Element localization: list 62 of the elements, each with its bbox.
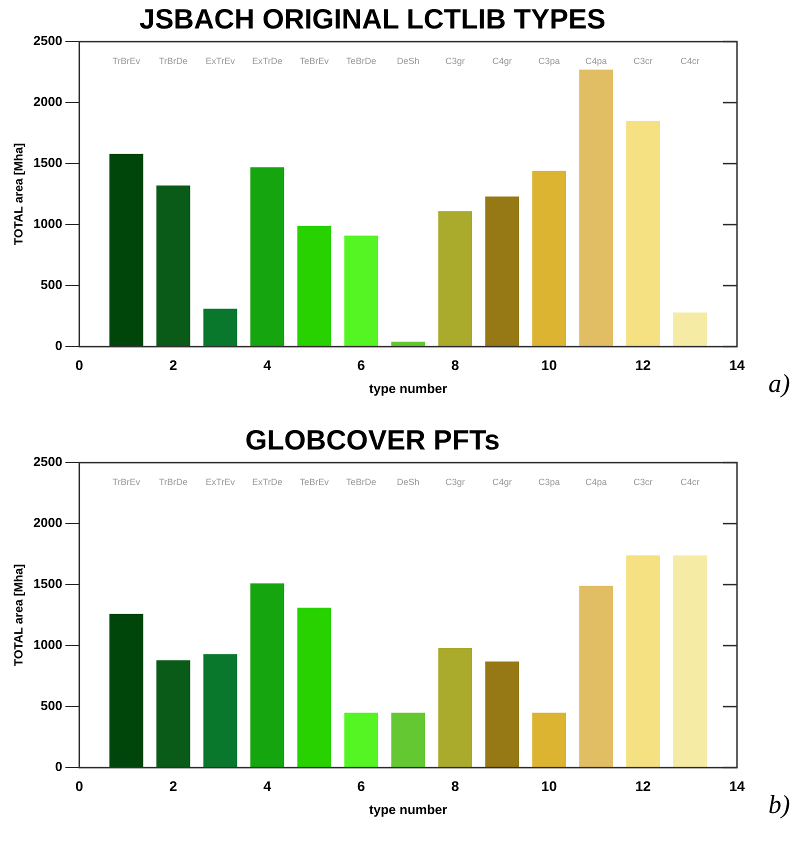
y-tick-label: 0 xyxy=(55,338,62,354)
x-tick-label: 14 xyxy=(729,778,745,794)
annotation: TrBrEv xyxy=(112,477,141,488)
x-tick-label: 12 xyxy=(635,356,652,373)
annotation: ExTrDe xyxy=(252,56,282,66)
y-tick-label: 500 xyxy=(40,277,62,292)
annotation: C3cr xyxy=(634,56,653,66)
x-tick-label: 10 xyxy=(541,778,558,794)
x-tick-label: 2 xyxy=(169,778,178,794)
x-tick-label: 0 xyxy=(75,778,84,794)
annotation: DeSh xyxy=(396,56,420,66)
x-tick-label: 8 xyxy=(451,778,460,794)
annotation: C3gr xyxy=(445,56,465,66)
annotation: C3cr xyxy=(634,477,653,488)
x-axis-title: type number xyxy=(369,802,448,817)
annotation: C4cr xyxy=(680,56,700,66)
y-tick-label: 2500 xyxy=(33,33,62,48)
x-tick-label: 14 xyxy=(729,356,745,373)
text: a) xyxy=(768,369,790,399)
x-tick-label: 12 xyxy=(635,778,652,794)
y-tick-label: 500 xyxy=(40,698,62,714)
y-tick-label: 2500 xyxy=(33,454,62,470)
x-tick-label: 0 xyxy=(75,356,84,373)
annotation: C4pa xyxy=(585,56,607,66)
annotation: TeBrDe xyxy=(346,477,376,488)
annotation: C3gr xyxy=(445,477,465,488)
y-axis-title: TOTAL area [Mha] xyxy=(12,143,26,246)
annotation: C3pa xyxy=(538,56,560,66)
annotation: C4cr xyxy=(680,477,700,488)
x-tick-label: 4 xyxy=(263,356,272,373)
x-tick-label: 2 xyxy=(169,356,178,373)
annotation: C4gr xyxy=(492,56,512,66)
x-tick-label: 8 xyxy=(451,356,460,373)
annotation: C3pa xyxy=(538,477,560,488)
annotation: C4gr xyxy=(492,477,512,488)
annotation: TeBrEv xyxy=(300,477,330,488)
annotation: ExTrEv xyxy=(206,477,236,488)
x-tick-label: 6 xyxy=(357,356,366,373)
annotation: TrBrDe xyxy=(158,56,188,66)
annotation: DeSh xyxy=(396,477,420,488)
x-tick-label: 4 xyxy=(263,778,272,794)
x-tick-label: 10 xyxy=(541,356,558,373)
y-tick-label: 2000 xyxy=(33,94,62,110)
annotation: C4pa xyxy=(585,477,607,488)
y-tick-label: 1000 xyxy=(33,216,62,232)
annotation: TeBrEv xyxy=(300,56,330,66)
annotation: TrBrEv xyxy=(112,56,141,66)
y-axis-title: TOTAL area [Mha] xyxy=(12,564,26,666)
annotation: TeBrDe xyxy=(346,56,376,66)
x-tick-label: 6 xyxy=(357,778,366,794)
chart-title: JSBACH ORIGINAL LCTLIB TYPES xyxy=(139,4,606,35)
y-tick-label: 1500 xyxy=(33,576,62,592)
y-tick-label: 0 xyxy=(55,759,62,774)
y-tick-label: 2000 xyxy=(33,515,62,530)
annotation: TrBrDe xyxy=(158,477,188,488)
chart-title: GLOBCOVER PFTs xyxy=(245,424,500,456)
text: b) xyxy=(768,790,790,820)
y-tick-label: 1000 xyxy=(33,637,62,652)
y-tick-label: 1500 xyxy=(33,155,62,170)
annotation: ExTrEv xyxy=(206,56,236,66)
x-axis-title: type number xyxy=(369,380,448,396)
annotation: ExTrDe xyxy=(252,477,282,488)
